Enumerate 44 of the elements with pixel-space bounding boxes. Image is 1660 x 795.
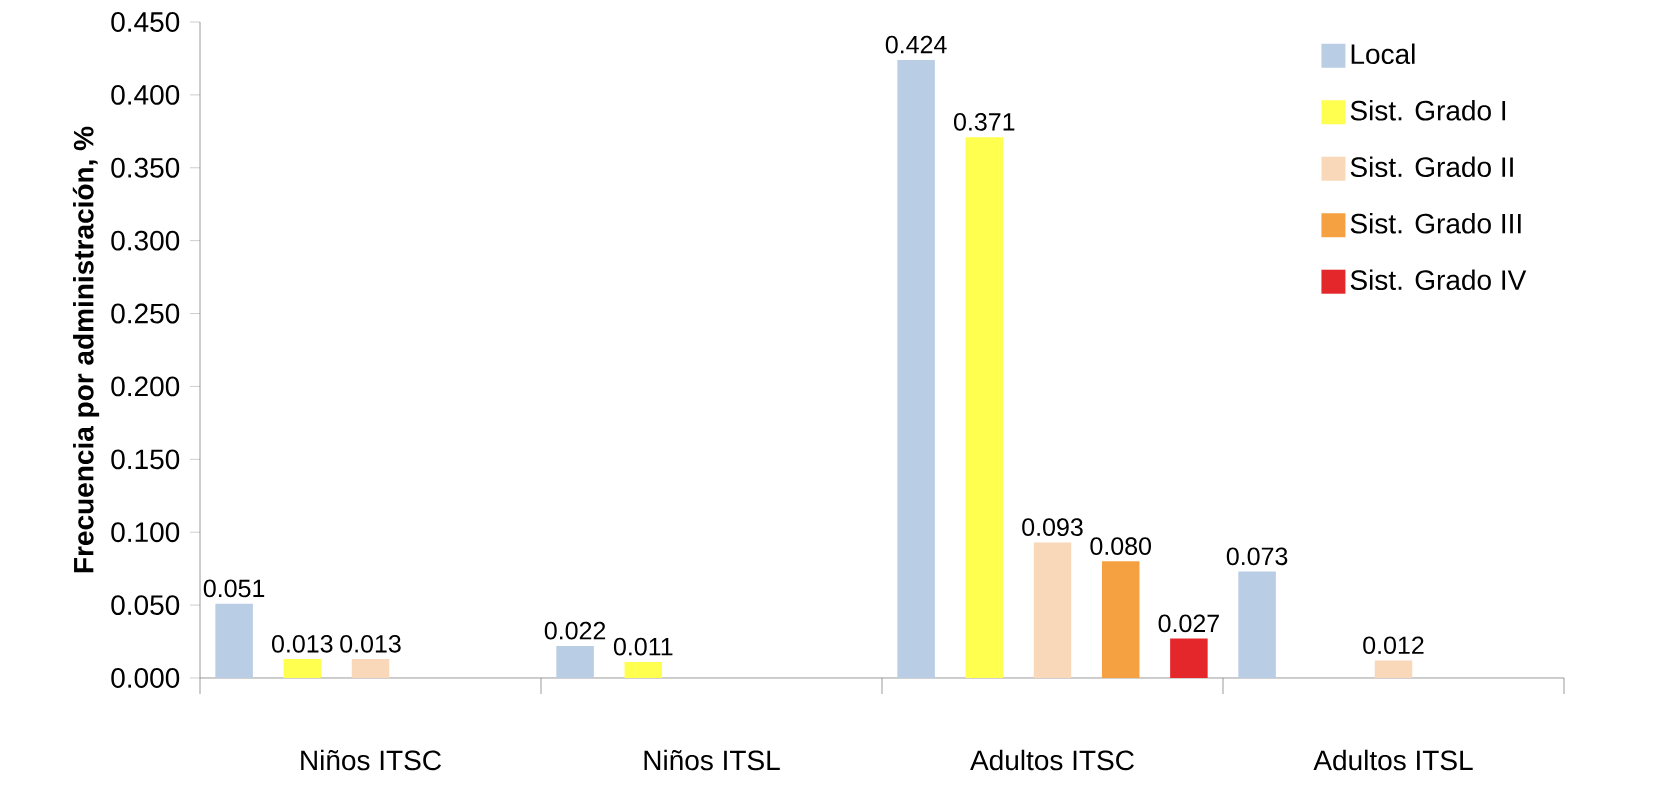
x-tick-label: Adultos ITSC bbox=[970, 749, 1134, 771]
bar bbox=[1033, 542, 1072, 678]
bar bbox=[1238, 571, 1276, 678]
data-label: 0.371 bbox=[954, 113, 1015, 131]
bar bbox=[215, 603, 253, 678]
y-tick-label: 0.250 bbox=[111, 303, 180, 324]
bar bbox=[283, 659, 322, 678]
bar bbox=[965, 137, 1004, 678]
x-tick-label: Niños ITSL bbox=[644, 749, 780, 771]
x-tick-label: Niños ITSC bbox=[301, 749, 441, 771]
data-label: 0.012 bbox=[1363, 636, 1424, 655]
data-label: 0.093 bbox=[1022, 518, 1083, 537]
y-tick-label: 0.400 bbox=[111, 84, 180, 105]
data-label: 0.051 bbox=[203, 579, 265, 598]
y-tick-label: 0.050 bbox=[111, 595, 180, 616]
bar bbox=[1170, 638, 1208, 678]
data-label: 0.424 bbox=[885, 35, 947, 54]
legend-label: Sist. Grado I bbox=[1350, 99, 1506, 121]
y-tick-label: 0.350 bbox=[111, 157, 180, 178]
x-tick-label: Adultos ITSL bbox=[1313, 749, 1473, 771]
bar bbox=[351, 659, 390, 678]
bar bbox=[624, 661, 663, 678]
data-label: 0.080 bbox=[1090, 537, 1151, 555]
data-label: 0.027 bbox=[1158, 614, 1219, 633]
y-tick-label: 0.450 bbox=[111, 12, 180, 32]
y-axis-title: Frecuencia por administración, % bbox=[72, 126, 100, 573]
legend-label: Local bbox=[1351, 43, 1415, 65]
y-tick-label: 0.200 bbox=[111, 376, 180, 397]
y-tick-label: 0.300 bbox=[111, 230, 180, 251]
data-label: 0.011 bbox=[613, 637, 673, 656]
y-tick-label: 0.100 bbox=[111, 522, 180, 543]
bar bbox=[1374, 660, 1413, 678]
bar bbox=[1101, 561, 1140, 678]
bar bbox=[897, 59, 935, 678]
legend-label: Sist. Grado II bbox=[1350, 156, 1513, 178]
data-label: 0.013 bbox=[272, 634, 333, 653]
y-tick-label: 0.000 bbox=[111, 668, 180, 688]
data-label: 0.073 bbox=[1226, 547, 1288, 566]
bar bbox=[556, 645, 594, 678]
legend-label: Sist. Grado IV bbox=[1350, 269, 1527, 291]
data-label: 0.022 bbox=[544, 621, 606, 640]
legend-label: Sist. Grado III bbox=[1350, 212, 1521, 234]
y-tick-label: 0.150 bbox=[111, 449, 180, 470]
data-label: 0.013 bbox=[340, 634, 401, 653]
